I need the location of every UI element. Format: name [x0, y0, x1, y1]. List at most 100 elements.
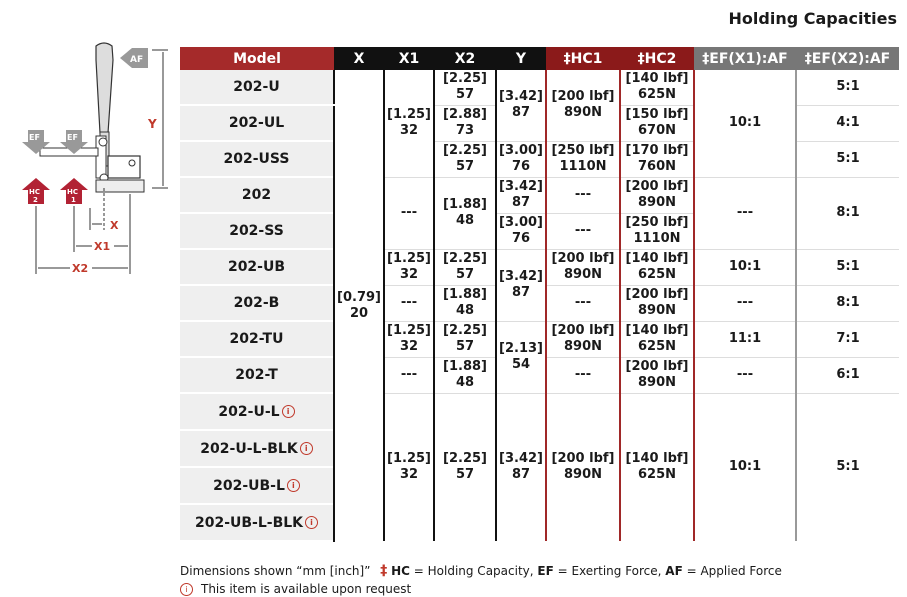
info-icon: i	[305, 516, 319, 529]
hc-abbr: HC	[391, 564, 410, 578]
af-label: AF	[130, 55, 143, 65]
table-row: 202-UB-L i	[180, 467, 899, 505]
x2-cell: [1.88] 48	[433, 177, 496, 250]
ef1-cell: ---	[693, 357, 796, 394]
y-cell: [3.00] 76	[495, 213, 546, 250]
model-cell: 202-SS	[180, 213, 334, 250]
hc1-cell: [200 lbf] 890N	[545, 321, 620, 358]
x2-cell: [2.25] 57	[433, 321, 496, 358]
footnote-availability: i This item is available upon request	[180, 582, 411, 596]
header-hc2: ‡HC2	[620, 47, 694, 70]
footnote-dimensions: Dimensions shown “mm [inch]”	[180, 564, 371, 578]
info-icon: i	[286, 479, 300, 492]
hc1-cell: [200 lbf] 890N	[545, 393, 620, 541]
ef2-cell: 5:1	[795, 249, 899, 286]
header-x2: X2	[434, 47, 496, 70]
hc1-cell: ---	[545, 285, 620, 322]
x-dim-label: X	[110, 219, 119, 232]
af-abbr: AF	[665, 564, 683, 578]
holding-capacity-table: Model X X1 X2 Y ‡HC1 ‡HC2 ‡EF(X1):AF ‡EF…	[180, 47, 899, 542]
table-row: 202-U [0.79] 20 [1.25] 32 [2.25] 57 [3.42] 8…	[180, 70, 899, 541]
table-row: 202-SS [3.00] 76 --- [250 lbf] 1110N	[180, 213, 899, 250]
ef-abbr: EF	[537, 564, 554, 578]
info-icon: i	[281, 405, 295, 418]
hc1-cell: ---	[545, 357, 620, 394]
clamp-body	[39, 135, 145, 193]
af-arrow-icon: AF	[120, 48, 148, 68]
x1-cell: ---	[383, 177, 434, 250]
x2-dim-label: X2	[72, 262, 88, 275]
model-cell: 202-T	[180, 357, 334, 394]
ef2-cell: 8:1	[795, 177, 899, 250]
table-row: 202-UL [2.88] 73 [150 lbf] 670N 4:1	[180, 105, 899, 142]
af-text: = Applied Force	[682, 564, 782, 578]
hc2-cell: [140 lbf] 625N	[619, 70, 694, 106]
table-header-row: Model X X1 X2 Y ‡HC1 ‡HC2 ‡EF(X1):AF ‡EF…	[180, 47, 899, 70]
table-row: 202-TU [1.25] 32 [2.25] 57 [2.13] 54 [200 l…	[180, 321, 899, 394]
table-row: 202-USS [2.25] 57 [3.00] 76 [250 lbf] 1110N…	[180, 141, 899, 178]
hc-arrow-icon: HC 2 HC 1	[22, 178, 88, 204]
model-cell: 202-USS	[180, 141, 334, 178]
ef-text: = Exerting Force,	[553, 564, 666, 578]
ef1-cell: 10:1	[693, 70, 796, 178]
hc1-cell: ---	[545, 213, 620, 250]
hc2-cell: [250 lbf] 1110N	[619, 213, 694, 250]
ef1-cell: 11:1	[693, 321, 796, 358]
table-row: 202 --- [1.88] 48 [3.42] 87 --- [200 lbf] 8…	[180, 177, 899, 250]
header-y: Y	[496, 47, 546, 70]
y-cell: [3.42] 87	[495, 177, 546, 214]
hc2-cell: [200 lbf] 890N	[619, 357, 694, 394]
hc1-cell: ---	[545, 177, 620, 214]
x2-cell: [2.25] 57	[433, 141, 496, 178]
hc-label-2: HC	[29, 188, 40, 196]
table-row: 202-U-L i [1.25] 32 [2.25] 57 [3.42] 87 [200…	[180, 393, 899, 541]
y-dim-label: Y	[147, 117, 157, 131]
hc-index-1: 1	[71, 196, 76, 204]
ef1-cell: 10:1	[693, 393, 796, 541]
x2-cell: [1.88] 48	[433, 285, 496, 322]
ef2-cell: 4:1	[795, 105, 899, 142]
x1-cell: [1.25] 32	[383, 321, 434, 358]
info-icon: i	[299, 442, 313, 455]
hc2-cell: [140 lbf] 625N	[619, 249, 694, 286]
x1-dim-label: X1	[94, 240, 110, 253]
y-cell: [2.13] 54	[495, 321, 546, 394]
clamp-diagram: AF Y EF EF HC 2 HC 1 X X1 X2	[22, 42, 168, 275]
ef-label-1: EF	[29, 133, 40, 142]
x2-cell: [1.88] 48	[433, 357, 496, 394]
header-ef-x1: ‡EF(X1):AF	[694, 47, 796, 70]
x2-cell: [2.25] 57	[433, 249, 496, 286]
ef2-cell: 5:1	[795, 393, 899, 541]
model-cell: 202-UB	[180, 249, 334, 286]
hc1-cell: [200 lbf] 890N	[545, 70, 620, 142]
hc-index-2: 2	[33, 196, 38, 204]
dagger-symbol: ‡	[380, 563, 388, 579]
ef-label-2: EF	[67, 133, 78, 142]
table-row: 202-U-L-BLK i	[180, 430, 899, 468]
ef1-cell: ---	[693, 177, 796, 250]
model-cell: 202-U-L i	[180, 393, 334, 431]
x1-cell: [1.25] 32	[383, 249, 434, 286]
x1-cell: ---	[383, 285, 434, 322]
header-x1: X1	[384, 47, 434, 70]
hc2-cell: [200 lbf] 890N	[619, 177, 694, 214]
footnote-availability-text: This item is available upon request	[201, 582, 412, 596]
hc2-cell: [150 lbf] 670N	[619, 105, 694, 142]
model-cell: 202-UL	[180, 105, 334, 142]
model-cell: 202-UB-L-BLK i	[180, 504, 334, 542]
x2-cell: [2.25] 57	[433, 393, 496, 541]
ef2-cell: 6:1	[795, 357, 899, 394]
hc2-cell: [140 lbf] 625N	[619, 321, 694, 358]
table-row: 202-UB-L-BLK i	[180, 504, 899, 542]
y-cell: [3.42] 87	[495, 70, 546, 142]
model-cell: 202-TU	[180, 321, 334, 358]
info-icon: i	[180, 583, 193, 596]
y-cell: [3.42] 87	[495, 393, 546, 541]
header-ef-x2: ‡EF(X2):AF	[796, 47, 899, 70]
table-row: 202-T --- [1.88] 48 --- [200 lbf] 890N ---…	[180, 357, 899, 394]
x2-cell: [2.25] 57	[433, 70, 496, 106]
hc2-cell: [200 lbf] 890N	[619, 285, 694, 322]
page-title: Holding Capacities	[728, 9, 897, 28]
ef-arrow-icon: EF EF	[22, 130, 88, 154]
hc1-cell: [250 lbf] 1110N	[545, 141, 620, 178]
